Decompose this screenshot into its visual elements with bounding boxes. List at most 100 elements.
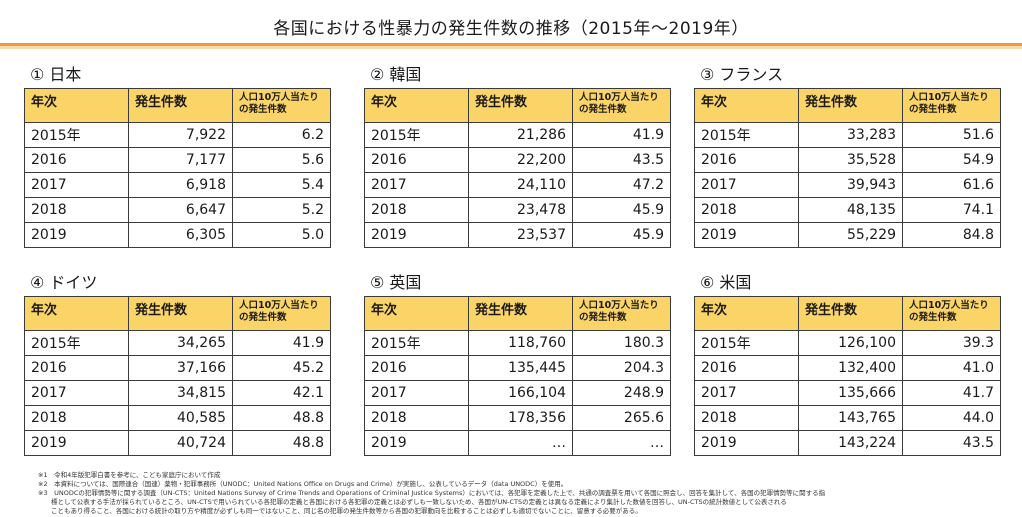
rate-cell: 54.9 — [902, 147, 1001, 173]
year-cell: 2017 — [694, 380, 799, 406]
count-cell: 40,724 — [128, 430, 233, 456]
table-row: 2019…… — [364, 430, 671, 456]
count-cell: 7,922 — [128, 122, 233, 148]
footnote: こともあり得ること、各国における統計の取り方や精度が必ずしも同一ではないこと、同… — [38, 507, 642, 515]
header-year: 年次 — [694, 88, 799, 123]
count-cell: 132,400 — [798, 355, 903, 381]
count-cell: 34,265 — [128, 330, 233, 356]
table-row: 2017 6,918 5.4 — [24, 172, 331, 198]
year-cell: 2019 — [24, 222, 129, 248]
count-cell: 37,166 — [128, 355, 233, 381]
rate-cell: 5.2 — [232, 197, 331, 223]
year-cell: 2019 — [694, 222, 799, 248]
rate-cell: 43.5 — [902, 430, 1001, 456]
country-table: 年次 発生件数 人口10万人当たりの発生件数 2015年 126,100 39.3 2016… — [694, 296, 1001, 456]
rate-cell: … — [572, 430, 671, 456]
count-cell: 6,647 — [128, 197, 233, 223]
table-header-row: 年次 発生件数 人口10万人当たりの発生件数 — [694, 296, 1001, 331]
count-cell: 178,356 — [468, 405, 573, 431]
count-cell: 34,815 — [128, 380, 233, 406]
year-cell: 2015年 — [24, 122, 129, 148]
year-cell: 2015年 — [364, 122, 469, 148]
year-cell: 2016 — [24, 355, 129, 381]
count-cell: 166,104 — [468, 380, 573, 406]
table-header-row: 年次 発生件数 人口10万人当たりの発生件数 — [24, 296, 331, 331]
country-table: 年次 発生件数 人口10万人当たりの発生件数 2015年 34,265 41.9 2016 3… — [24, 296, 331, 456]
count-cell: 35,528 — [798, 147, 903, 173]
year-cell: 2018 — [24, 405, 129, 431]
country-title: ④ ドイツ — [30, 273, 98, 292]
table-row: 2019 40,724 48.8 — [24, 430, 331, 456]
header-count: 発生件数 — [128, 296, 233, 331]
rate-cell: 204.3 — [572, 355, 671, 381]
count-cell: 55,229 — [798, 222, 903, 248]
rate-cell: 51.6 — [902, 122, 1001, 148]
rate-cell: 43.5 — [572, 147, 671, 173]
table-row: 2015年 33,283 51.6 — [694, 122, 1001, 148]
count-cell: 7,177 — [128, 147, 233, 173]
count-cell: 21,286 — [468, 122, 573, 148]
year-cell: 2019 — [694, 430, 799, 456]
year-cell: 2015年 — [364, 330, 469, 356]
year-cell: 2015年 — [24, 330, 129, 356]
count-cell: … — [468, 430, 573, 456]
header-year: 年次 — [364, 88, 469, 123]
header-count: 発生件数 — [468, 88, 573, 123]
table-row: 2016 7,177 5.6 — [24, 147, 331, 173]
header-rate: 人口10万人当たりの発生件数 — [232, 296, 331, 331]
rate-cell: 41.9 — [572, 122, 671, 148]
year-cell: 2016 — [364, 355, 469, 381]
table-row: 2019 23,537 45.9 — [364, 222, 671, 248]
count-cell: 24,110 — [468, 172, 573, 198]
count-cell: 6,918 — [128, 172, 233, 198]
table-row: 2017 166,104 248.9 — [364, 380, 671, 406]
year-cell: 2018 — [694, 197, 799, 223]
table-row: 2019 6,305 5.0 — [24, 222, 331, 248]
year-cell: 2019 — [364, 430, 469, 456]
header-rate: 人口10万人当たりの発生件数 — [572, 296, 671, 331]
table-row: 2018 48,135 74.1 — [694, 197, 1001, 223]
rate-cell: 48.8 — [232, 405, 331, 431]
header-year: 年次 — [24, 88, 129, 123]
rate-cell: 5.6 — [232, 147, 331, 173]
count-cell: 48,135 — [798, 197, 903, 223]
count-cell: 143,765 — [798, 405, 903, 431]
table-row: 2016 132,400 41.0 — [694, 355, 1001, 381]
year-cell: 2017 — [24, 172, 129, 198]
rate-cell: 45.9 — [572, 197, 671, 223]
header-rate: 人口10万人当たりの発生件数 — [902, 296, 1001, 331]
footnote: ※2 本資料については、国際連合（国連）薬物・犯罪事務所（UNODC：Unite… — [38, 480, 568, 488]
rate-cell: 84.8 — [902, 222, 1001, 248]
header-rate: 人口10万人当たりの発生件数 — [902, 88, 1001, 123]
table-row: 2015年 21,286 41.9 — [364, 122, 671, 148]
country-table: 年次 発生件数 人口10万人当たりの発生件数 2015年 21,286 41.9 2016 2… — [364, 88, 671, 248]
country-table: 年次 発生件数 人口10万人当たりの発生件数 2015年 118,760 180.3 201… — [364, 296, 671, 456]
table-row: 2016 37,166 45.2 — [24, 355, 331, 381]
country-title: ⑤ 英国 — [370, 273, 422, 292]
header-count: 発生件数 — [798, 296, 903, 331]
table-row: 2017 39,943 61.6 — [694, 172, 1001, 198]
table-row: 2018 40,585 48.8 — [24, 405, 331, 431]
count-cell: 39,943 — [798, 172, 903, 198]
count-cell: 135,445 — [468, 355, 573, 381]
year-cell: 2016 — [694, 147, 799, 173]
count-cell: 33,283 — [798, 122, 903, 148]
count-cell: 23,478 — [468, 197, 573, 223]
country-title: ③ フランス — [700, 65, 784, 84]
year-cell: 2016 — [24, 147, 129, 173]
table-row: 2015年 34,265 41.9 — [24, 330, 331, 356]
count-cell: 118,760 — [468, 330, 573, 356]
year-cell: 2017 — [694, 172, 799, 198]
rate-cell: 39.3 — [902, 330, 1001, 356]
rate-cell: 41.7 — [902, 380, 1001, 406]
rate-cell: 6.2 — [232, 122, 331, 148]
table-row: 2018 23,478 45.9 — [364, 197, 671, 223]
table-row: 2017 135,666 41.7 — [694, 380, 1001, 406]
year-cell: 2015年 — [694, 330, 799, 356]
year-cell: 2019 — [24, 430, 129, 456]
table-row: 2016 22,200 43.5 — [364, 147, 671, 173]
rate-cell: 248.9 — [572, 380, 671, 406]
country-table: 年次 発生件数 人口10万人当たりの発生件数 2015年 7,922 6.2 2016 7,1… — [24, 88, 331, 248]
count-cell: 23,537 — [468, 222, 573, 248]
table-row: 2015年 118,760 180.3 — [364, 330, 671, 356]
